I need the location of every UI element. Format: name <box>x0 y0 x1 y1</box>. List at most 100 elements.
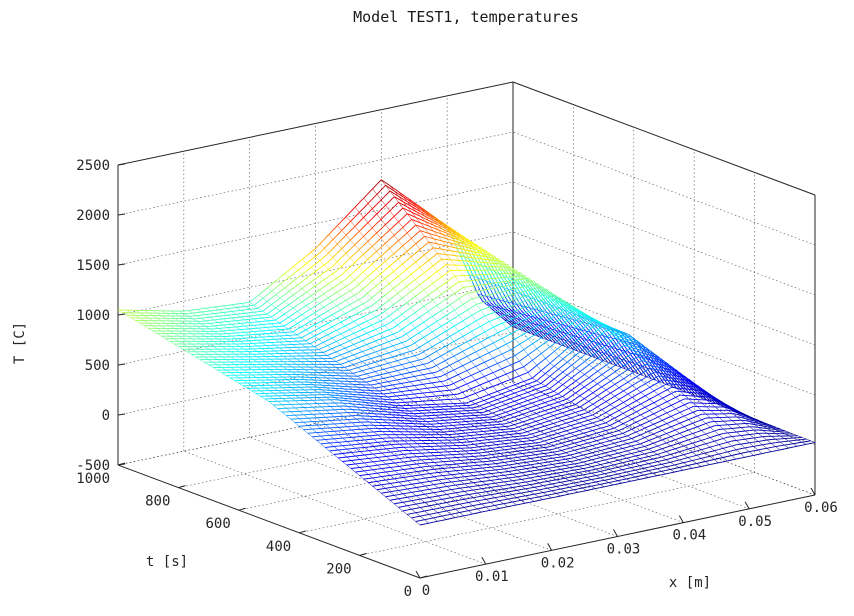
surface-mesh-line <box>452 436 457 438</box>
surface-mesh-line <box>453 323 459 327</box>
surface-mesh-line <box>340 357 345 361</box>
surface-mesh-line <box>432 271 438 276</box>
surface-mesh-line <box>341 244 347 250</box>
surface-mesh-line <box>522 408 528 411</box>
surface-mesh-line <box>506 357 511 360</box>
surface-mesh-line <box>463 252 469 255</box>
surface-mesh-line <box>279 287 285 292</box>
surface-mesh-line <box>636 366 642 371</box>
surface-mesh-line <box>583 423 589 426</box>
surface-mesh-line <box>218 318 224 320</box>
surface-mesh-line <box>580 314 586 319</box>
surface-mesh-line <box>441 264 447 269</box>
surface-mesh-line <box>654 355 660 359</box>
surface-mesh-line <box>381 448 387 450</box>
surface-mesh-line <box>618 390 624 394</box>
surface-mesh-line <box>368 457 374 459</box>
surface-mesh-line <box>314 327 320 331</box>
surface-mesh-line <box>341 253 347 258</box>
surface-mesh-line <box>389 225 395 231</box>
surface-mesh-line <box>568 341 574 347</box>
surface-mesh-line <box>419 306 425 310</box>
surface-mesh-line <box>353 318 359 322</box>
surface-mesh-line <box>466 394 472 398</box>
surface-mesh-line <box>236 303 241 305</box>
surface-mesh-line <box>583 427 589 430</box>
surface-mesh-line <box>519 349 525 353</box>
x-gridline-floor <box>183 450 486 565</box>
surface-mesh-line <box>653 405 659 409</box>
surface-mesh-line <box>531 442 536 444</box>
surface-mesh-line <box>675 384 681 386</box>
surface-mesh-line <box>410 355 415 358</box>
surface-mesh-line <box>636 379 642 384</box>
surface-mesh-line <box>372 183 378 190</box>
surface-mesh-line <box>518 409 524 413</box>
surface-mesh-line <box>493 324 499 328</box>
surface-mesh-line <box>496 405 502 408</box>
surface-mesh-line <box>548 430 554 433</box>
surface-mesh-line <box>579 398 585 402</box>
surface-mesh-line <box>336 257 342 263</box>
surface-mesh-line <box>596 403 602 408</box>
surface-mesh-line <box>468 250 473 252</box>
surface-mesh-line <box>536 395 541 398</box>
surface-mesh-line <box>465 438 470 440</box>
surface-mesh-line <box>528 292 534 296</box>
surface-mesh-line <box>275 310 281 315</box>
surface-mesh-line <box>563 326 568 331</box>
surface-mesh-line <box>293 277 299 282</box>
surface-mesh-line <box>424 231 430 234</box>
surface-mesh-line <box>319 248 325 254</box>
surface-mesh-line <box>210 309 215 312</box>
surface-mesh-line <box>476 290 481 292</box>
surface-mesh-line <box>397 297 403 302</box>
surface-mesh-line <box>315 260 320 265</box>
surface-mesh-line <box>381 179 386 184</box>
surface-mesh-line <box>584 389 589 394</box>
surface-mesh-line <box>475 363 481 367</box>
surface-mesh-line <box>376 237 382 243</box>
surface-mesh-line <box>538 314 544 320</box>
surface-mesh-line <box>372 203 378 210</box>
surface-mesh-line <box>549 403 554 406</box>
surface-mesh-line <box>441 307 446 311</box>
surface-mesh-line <box>623 342 629 345</box>
surface-mesh-line <box>385 210 391 216</box>
surface-mesh-line <box>411 218 417 222</box>
surface-mesh-line <box>397 289 403 294</box>
surface-mesh-line <box>472 251 478 253</box>
surface-mesh-line <box>249 311 254 314</box>
surface-mesh-line <box>349 279 355 285</box>
surface-mesh-line <box>359 454 365 456</box>
surface-mesh-line <box>432 253 438 258</box>
surface-mesh-line <box>423 348 429 353</box>
surface-mesh-line <box>266 310 272 315</box>
surface-mesh-line <box>415 258 421 263</box>
surface-mesh-line <box>641 357 646 360</box>
surface-mesh-line <box>355 462 360 465</box>
surface-mesh-line <box>377 456 382 458</box>
surface-mesh-line <box>531 392 537 396</box>
surface-mesh-line <box>310 292 316 297</box>
surface-mesh-line <box>502 328 507 332</box>
surface-mesh-line <box>597 380 603 385</box>
surface-mesh-line <box>500 452 505 454</box>
surface-mesh-line <box>581 325 587 332</box>
surface-mesh-line <box>531 413 537 416</box>
surface-mesh-line <box>436 355 442 359</box>
surface-mesh-line <box>297 301 303 306</box>
surface-mesh-line <box>471 312 477 316</box>
surface-mesh-line <box>335 354 341 358</box>
surface-mesh-line <box>620 354 626 361</box>
surface-mesh-line <box>637 359 643 367</box>
surface-mesh-line <box>410 304 416 309</box>
surface-mesh-line <box>365 402 370 404</box>
surface-mesh-line <box>279 307 285 312</box>
surface-mesh-line <box>590 340 596 347</box>
surface-mesh-line <box>487 412 493 416</box>
surface-mesh-line <box>554 325 560 330</box>
surface-mesh-line <box>449 333 455 337</box>
surface-mesh-line <box>333 449 339 451</box>
surface-mesh-line <box>205 310 211 312</box>
